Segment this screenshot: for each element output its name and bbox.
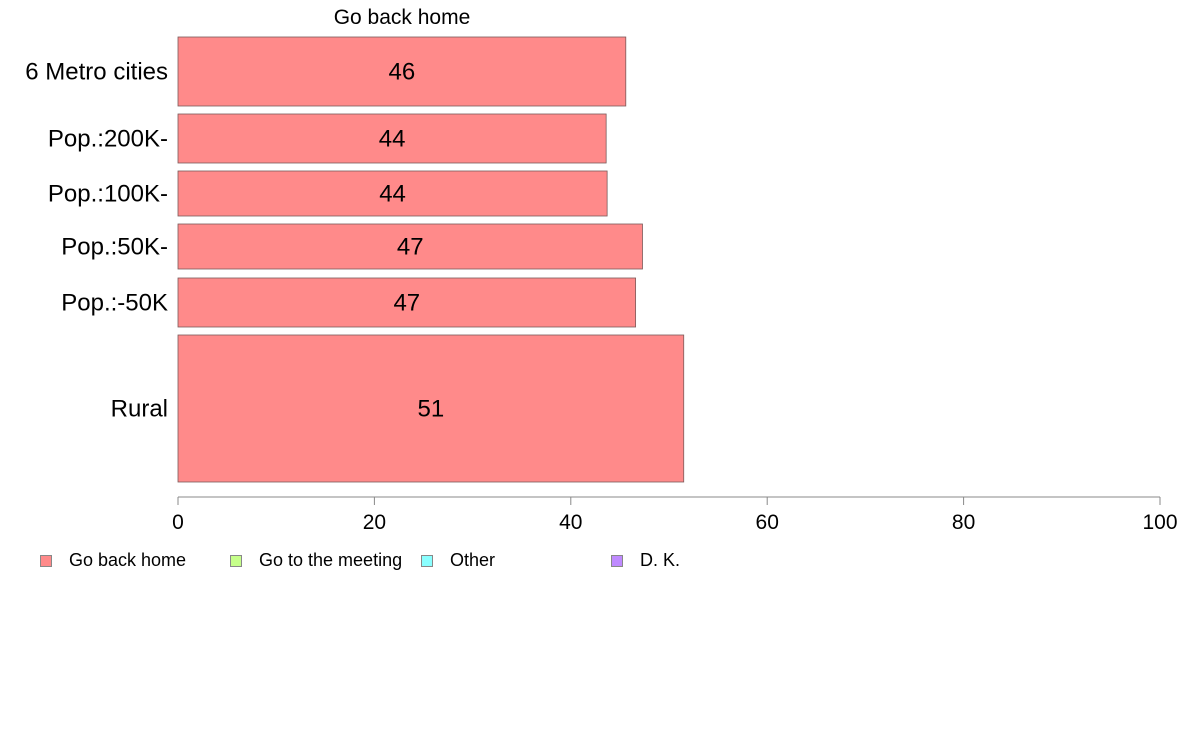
tick-label: 40 <box>559 511 582 534</box>
legend-swatch-other <box>421 554 433 567</box>
legend: Go back home Go to the meeting Other D. … <box>40 550 740 572</box>
bar <box>177 113 607 164</box>
category-label: Pop.:50K- <box>61 234 168 261</box>
legend-item-dk: D. K. <box>611 550 680 571</box>
bar <box>177 277 637 328</box>
x-axis: 0 20 40 60 80 100 <box>172 496 1178 534</box>
bar <box>177 223 643 270</box>
chart-title: Go back home <box>334 6 471 29</box>
legend-label-go-back-home: Go back home <box>69 550 187 570</box>
bar <box>177 334 685 483</box>
legend-label-other: Other <box>450 550 496 570</box>
category-label: Pop.:-50K <box>61 290 168 317</box>
legend-item-other: Other <box>421 550 495 571</box>
tick-label: 20 <box>363 511 386 534</box>
legend-swatch-go-back-home <box>40 554 52 567</box>
legend-label-dk: D. K. <box>640 550 681 570</box>
legend-item-go-back-home: Go back home <box>40 550 186 571</box>
legend-label-go-to-the-meeting: Go to the meeting <box>259 550 403 570</box>
tick-label: 80 <box>952 511 975 534</box>
legend-swatch-dk <box>611 554 623 567</box>
tick-label: 100 <box>1142 511 1177 534</box>
data-label: 46 <box>389 59 416 86</box>
data-label: 47 <box>393 290 420 317</box>
bar <box>177 36 627 107</box>
category-label: 6 Metro cities <box>25 59 168 86</box>
legend-item-go-to-the-meeting: Go to the meeting <box>230 550 402 571</box>
bar <box>177 170 608 217</box>
category-label: Pop.:200K- <box>48 126 168 153</box>
tick-label: 0 <box>172 511 184 534</box>
data-label: 44 <box>379 181 406 208</box>
data-label: 47 <box>397 234 424 261</box>
category-label: Rural <box>111 396 168 423</box>
data-label: 44 <box>379 126 406 153</box>
tick-label: 60 <box>756 511 779 534</box>
legend-swatch-go-to-the-meeting <box>230 554 242 567</box>
data-label: 51 <box>418 396 445 423</box>
category-label: Pop.:100K- <box>48 181 168 208</box>
